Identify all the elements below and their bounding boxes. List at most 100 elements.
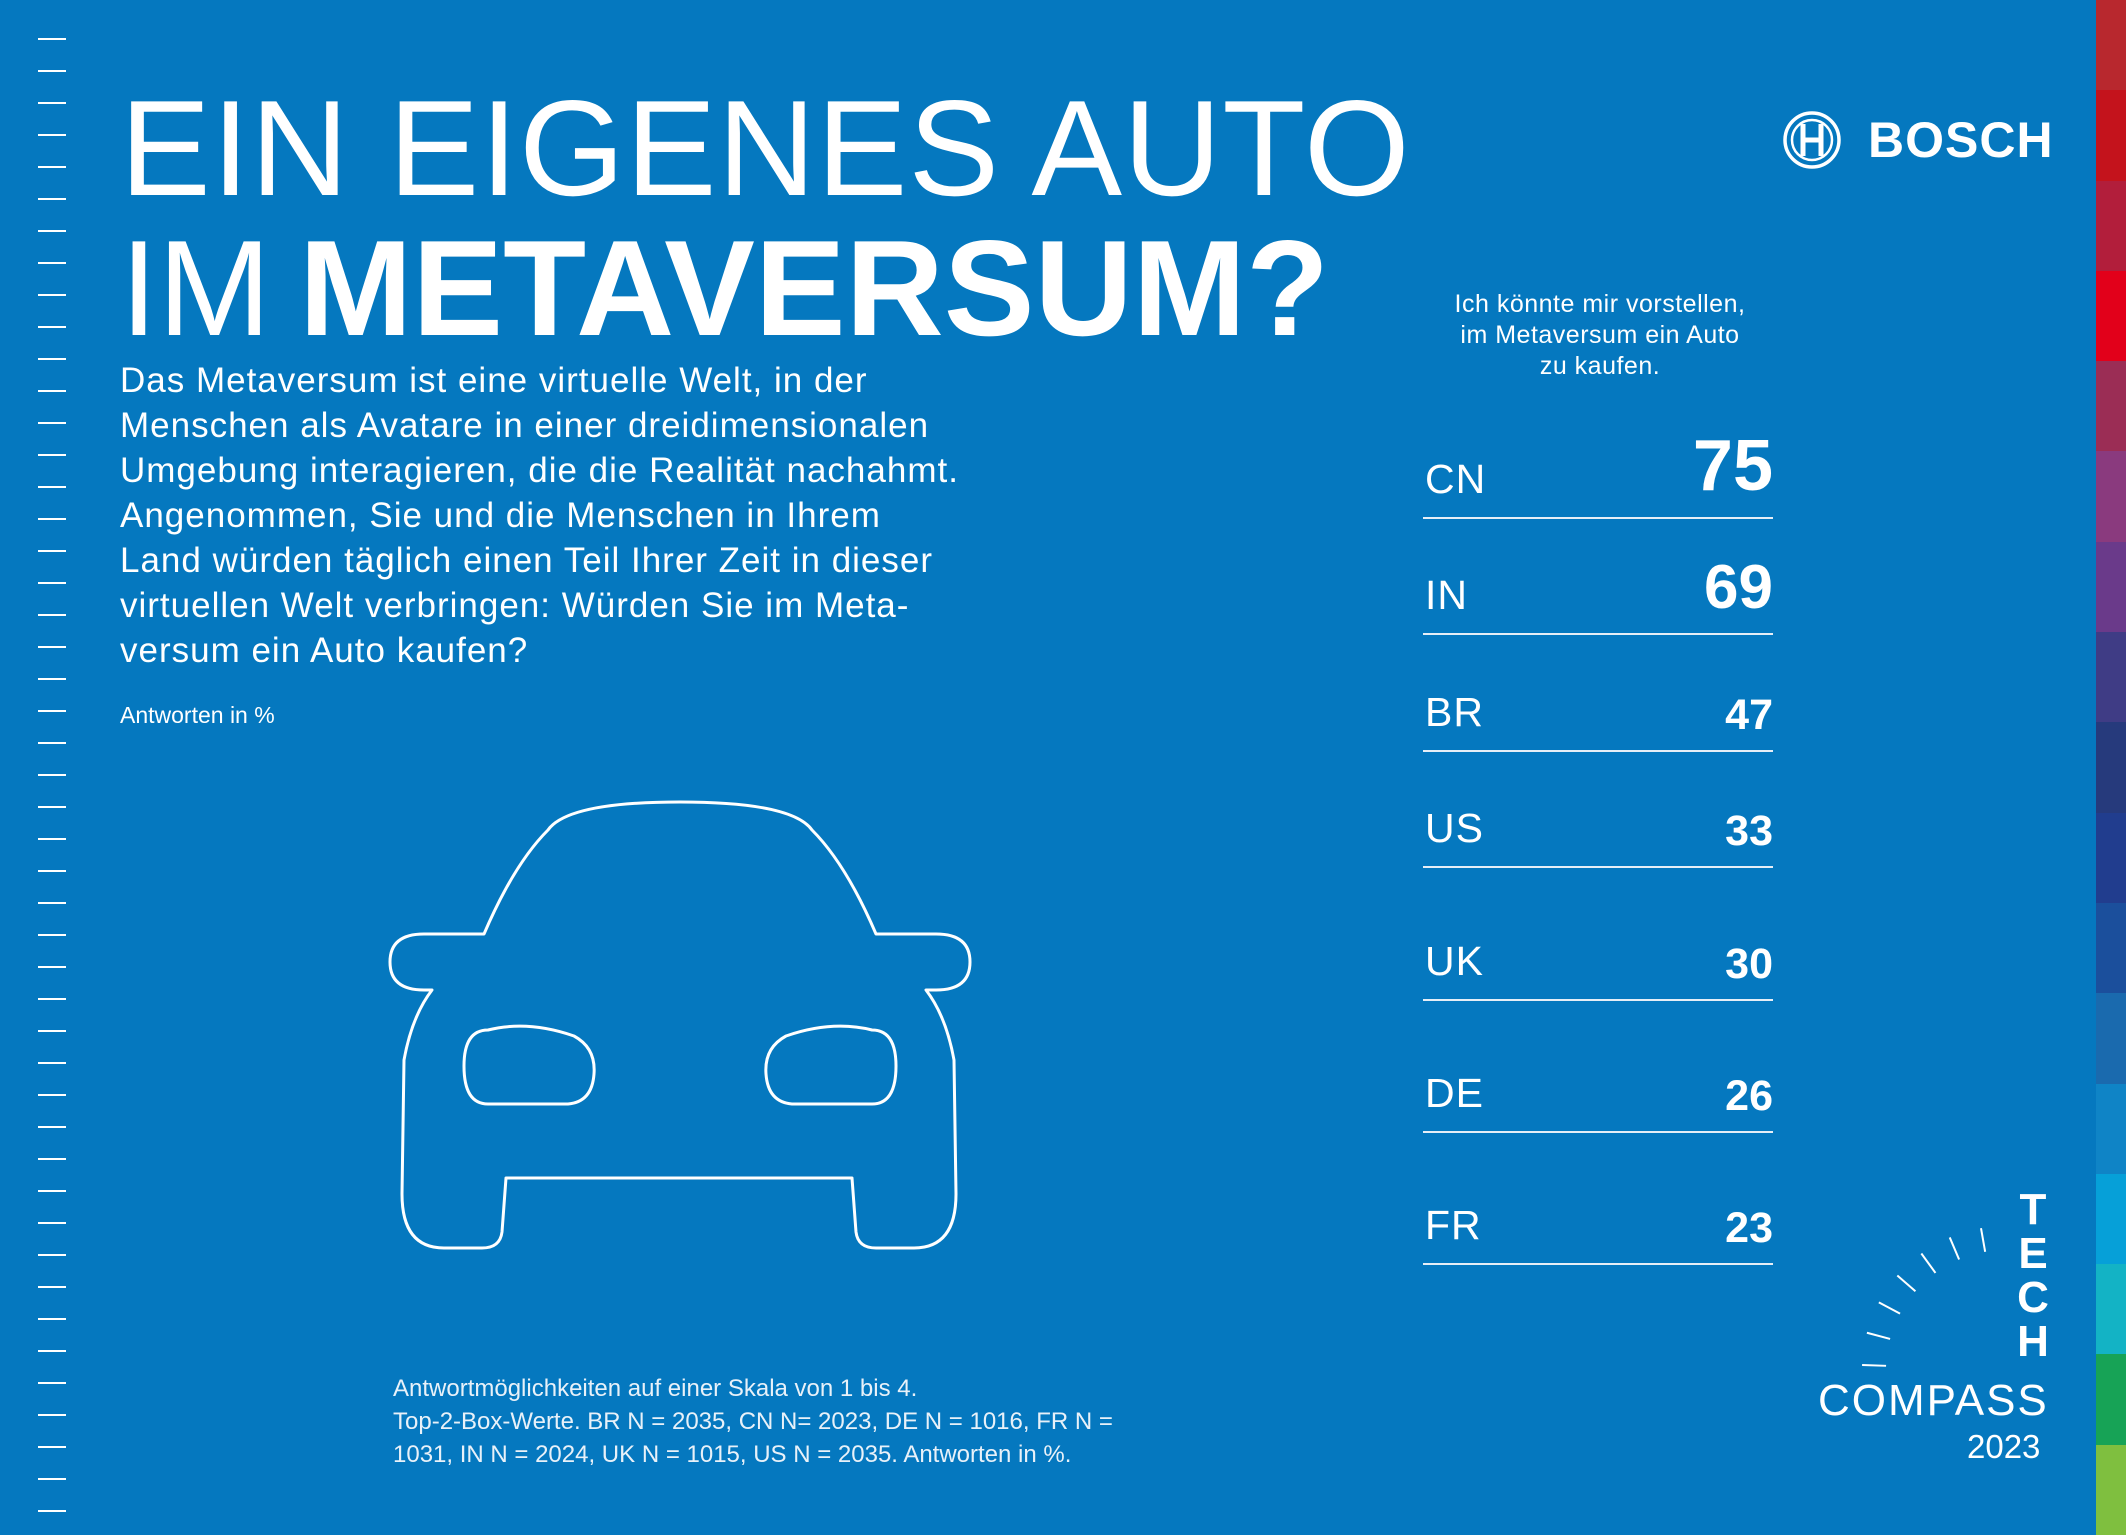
ruler-tick [38,1190,66,1192]
compass-word: COMPASS [1818,1376,2049,1425]
country-code: DE [1425,1070,1484,1116]
country-value: 69 [1704,553,1773,622]
ruler-tick [38,1382,66,1384]
compass-tick [1862,1363,1887,1367]
answers-note: Antworten in % [120,702,275,728]
ruler-tick [38,70,66,72]
country-value: 47 [1725,691,1773,739]
ruler-tick [38,230,66,232]
ruler-tick [38,1414,66,1416]
compass-tick [1878,1301,1901,1315]
country-value: 30 [1725,940,1773,988]
ruler-tick [38,774,66,776]
stripe-segment [2096,812,2126,903]
ruler-tick [38,454,66,456]
ranking-heading: Ich könnte mir vorstellen, im Metaversum… [1454,290,1746,380]
ruler-tick [38,134,66,136]
ruler-tick [38,1254,66,1256]
ruler-tick [38,1222,66,1224]
car-outline-icon [388,800,972,1250]
stripe-segment [2096,1354,2126,1445]
ruler-tick [38,1030,66,1032]
survey-question: Das Metaversum ist eine virtuelle Welt, … [120,361,959,670]
tech-letter: H [2017,1317,2049,1366]
stripe-segment [2096,902,2126,994]
bosch-logo: BOSCH [1782,110,2054,170]
ruler-tick [38,1158,66,1160]
stripe-segment [2096,1083,2126,1174]
ruler-tick [38,1286,66,1288]
country-value: 26 [1725,1072,1773,1120]
country-value: 23 [1725,1204,1773,1252]
tech-letter: E [2018,1229,2048,1278]
ranking-row: BR 47 [1423,660,1773,752]
compass-year: 2023 [1967,1428,2041,1465]
ranking-row: FR 23 [1423,1173,1773,1265]
ruler-tick [38,166,66,168]
ruler-tick [38,646,66,648]
ruler-tick [38,1094,66,1096]
country-code: CN [1425,456,1487,502]
title-line-2: IM METAVERSUM? [120,218,1411,358]
ranking-row: UK 30 [1423,909,1773,1001]
compass-tick [1920,1252,1937,1274]
ruler-tick [38,390,66,392]
ruler-tick [38,582,66,584]
stripe-segment [2096,90,2126,181]
ruler-tick [38,742,66,744]
page-title: EIN EIGENES AUTO IM METAVERSUM? [120,78,1411,358]
compass-dial-icon [1862,1228,1987,1367]
ruler-tick [38,806,66,808]
tech-letter: C [2017,1273,2049,1322]
ruler-tick [38,550,66,552]
stripe-segment [2096,1173,2126,1265]
ruler-tick [38,1126,66,1128]
ruler-tick [38,1318,66,1320]
ruler-tick [38,358,66,360]
ruler-tick [38,326,66,328]
ruler-tick [38,486,66,488]
country-code: BR [1425,689,1484,735]
ranking-row: US 33 [1423,776,1773,868]
compass-tick [1980,1228,1987,1252]
compass-tick [1948,1237,1961,1260]
ruler-tick [38,518,66,520]
country-value: 75 [1692,426,1773,506]
ruler-tick [38,614,66,616]
ranking-row: IN 69 [1423,543,1773,635]
country-code: IN [1425,572,1468,618]
title-line-1: EIN EIGENES AUTO [120,72,1411,224]
color-stripe [2096,0,2126,1535]
footnote: Antwortmöglichkeiten auf einer Skala von… [393,1375,1113,1468]
stripe-segment [2096,0,2126,91]
stripe-segment [2096,541,2126,633]
stripe-segment [2096,451,2126,542]
ruler-tick [38,1510,66,1512]
ruler-tick [38,998,66,1000]
ruler-tick [38,102,66,104]
compass-tick [1866,1331,1891,1340]
country-code: FR [1425,1202,1482,1248]
ruler-tick [38,1446,66,1448]
stripe-segment [2096,180,2126,271]
country-code: US [1425,805,1484,851]
stripe-segment [2096,270,2126,362]
ruler-tick [38,934,66,936]
ruler-tick [38,902,66,904]
ruler-tick [38,966,66,968]
title-prefix: IM [120,212,272,364]
ruler-tick [38,870,66,872]
compass-tick [1896,1274,1917,1293]
ruler-tick [38,422,66,424]
ruler-tick [38,294,66,296]
ranking-row: DE 26 [1423,1041,1773,1133]
ruler-tick [38,710,66,712]
brand-name: BOSCH [1868,112,2054,168]
stripe-segment [2096,361,2126,452]
ranking-row: CN 75 [1423,426,1773,519]
ruler-tick [38,262,66,264]
ruler-tick [38,838,66,840]
left-ruler [38,38,68,1512]
tech-letter: T [2019,1185,2047,1234]
